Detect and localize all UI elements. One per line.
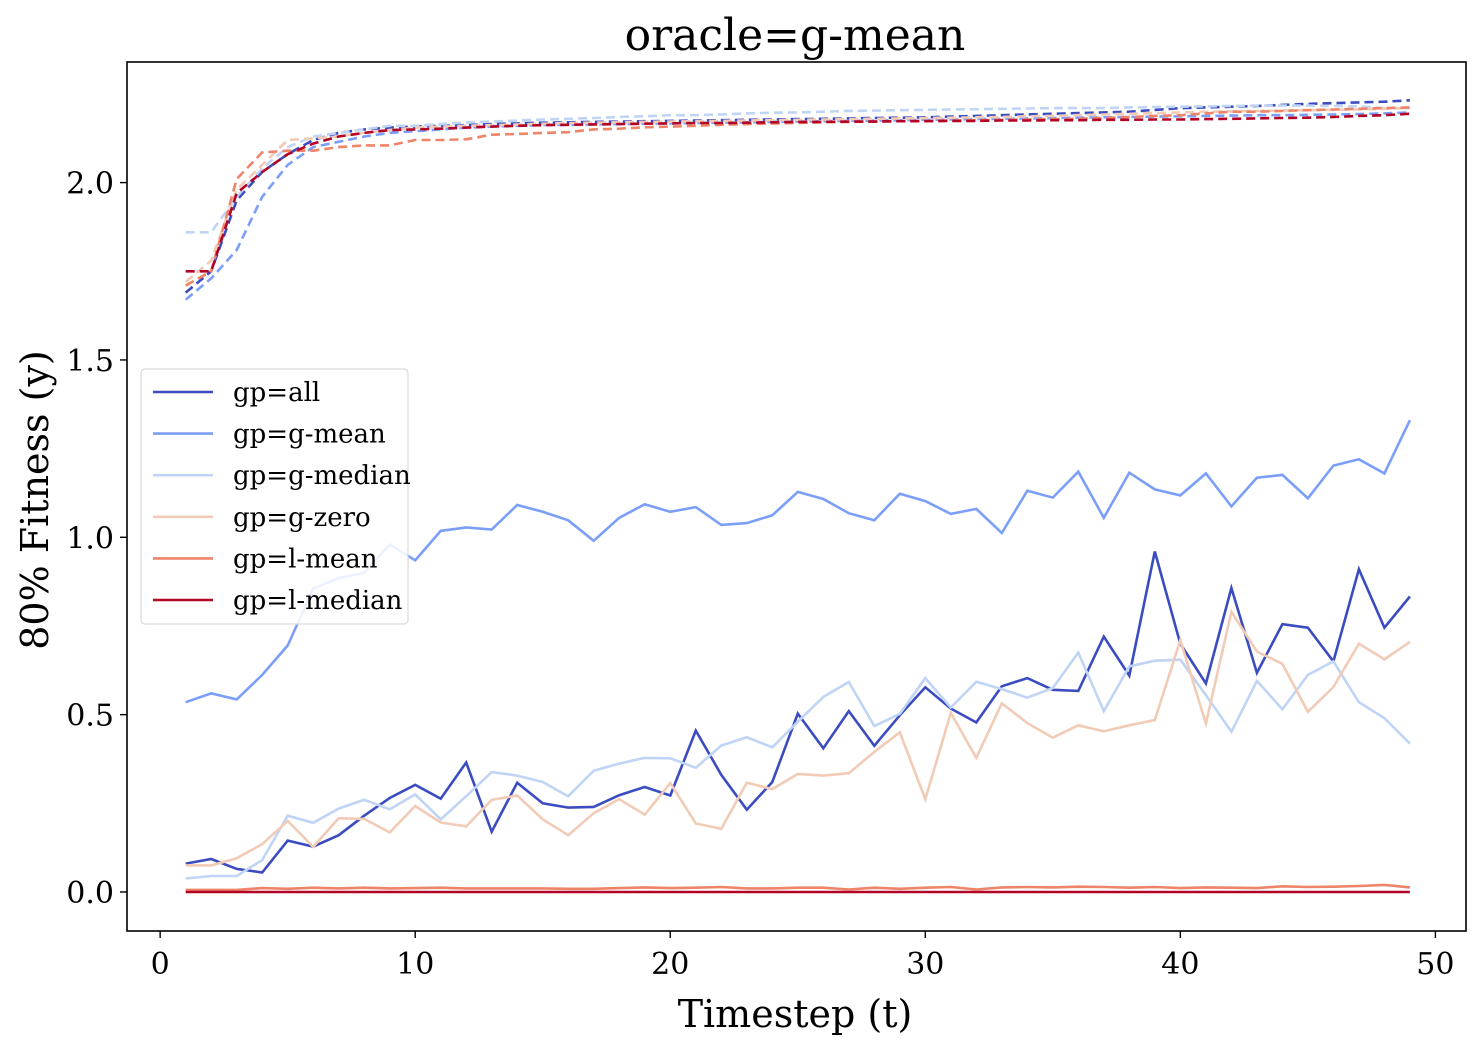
y-tick-label: 0.5	[66, 699, 114, 734]
series-gp=g-zero-solid-line	[185, 608, 1411, 867]
y-tick-label: 2.0	[66, 167, 114, 202]
y-tick-label: 1.0	[66, 521, 114, 556]
y-axis-label: 80% Fitness (y)	[13, 350, 57, 650]
x-tick-label: 50	[1416, 947, 1454, 982]
x-axis-label: Timestep (t)	[678, 992, 913, 1036]
x-tick-label: 30	[906, 947, 944, 982]
plot-area	[126, 61, 1467, 932]
series-gp=l-mean-solid-line	[185, 883, 1411, 892]
x-axis: 0 10 20 30 40 50	[151, 931, 1454, 982]
series-gp=g-zero-dashed-line	[184, 106, 1410, 283]
legend-label: gp=l-median	[233, 586, 403, 616]
axes-frame	[126, 61, 1467, 932]
y-axis: 0.0 0.5 1.0 1.5 2.0	[66, 167, 127, 911]
series-gp=g-median-dashed-line	[185, 104, 1410, 234]
legend-label: gp=g-median	[233, 461, 411, 491]
legend-label: gp=l-mean	[233, 544, 378, 574]
legend: gp=all gp=g-mean gp=g-median gp=g-zero gp=l-…	[140, 368, 411, 625]
x-tick-label: 40	[1161, 947, 1199, 982]
chart-title: oracle=g-mean	[625, 10, 966, 61]
series-gp=l-median-dashed-line	[185, 112, 1410, 273]
x-tick-label: 10	[396, 947, 434, 982]
y-tick-label: 1.5	[66, 344, 114, 379]
x-tick-label: 0	[151, 947, 170, 982]
legend-label: gp=g-zero	[233, 503, 371, 533]
series-gp=g-median-solid-line	[185, 649, 1411, 880]
series-gp=g-mean-dashed-line	[184, 111, 1410, 301]
x-tick-label: 20	[651, 947, 689, 982]
series-gp=all-solid-line	[185, 551, 1411, 874]
legend-label: gp=all	[233, 378, 320, 408]
y-tick-label: 0.0	[66, 876, 114, 911]
legend-label: gp=g-mean	[233, 420, 386, 450]
series-gp=l-mean-dashed-line	[185, 106, 1410, 287]
